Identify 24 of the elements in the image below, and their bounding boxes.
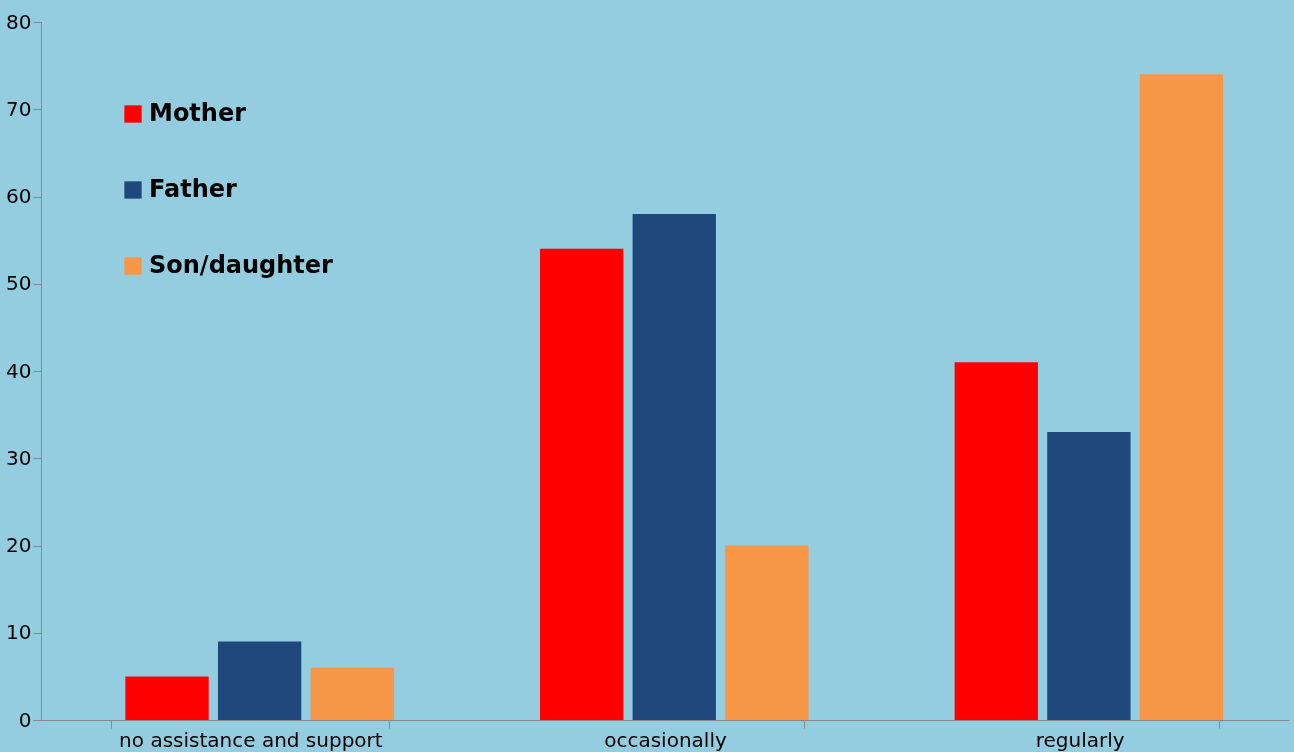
bar	[125, 676, 209, 720]
bar	[954, 362, 1038, 720]
y-tick-label: 60	[6, 184, 32, 208]
y-tick-label: 50	[6, 271, 32, 296]
legend-label: Mother	[149, 99, 247, 127]
x-tick-label: occasionally	[604, 727, 727, 752]
y-tick-label: 0	[18, 707, 32, 732]
y-tick-label: 40	[6, 358, 32, 383]
legend-label: Son/daughter	[149, 251, 334, 279]
x-tick-label: regularly	[1035, 727, 1125, 752]
y-tick-label: 70	[6, 96, 32, 121]
y-tick-label: 10	[6, 620, 32, 645]
y-tick-label: 80	[6, 9, 32, 34]
bar	[539, 248, 624, 720]
y-tick-label: 20	[6, 533, 32, 557]
bar	[1047, 432, 1131, 720]
legend-label: Father	[149, 175, 238, 203]
x-tick-label: no assistance and support	[119, 727, 383, 752]
bar	[1139, 74, 1224, 720]
bar	[632, 213, 716, 720]
bar	[725, 545, 809, 720]
y-tick-label: 30	[6, 445, 32, 470]
bar	[310, 667, 394, 720]
bar	[217, 641, 302, 720]
